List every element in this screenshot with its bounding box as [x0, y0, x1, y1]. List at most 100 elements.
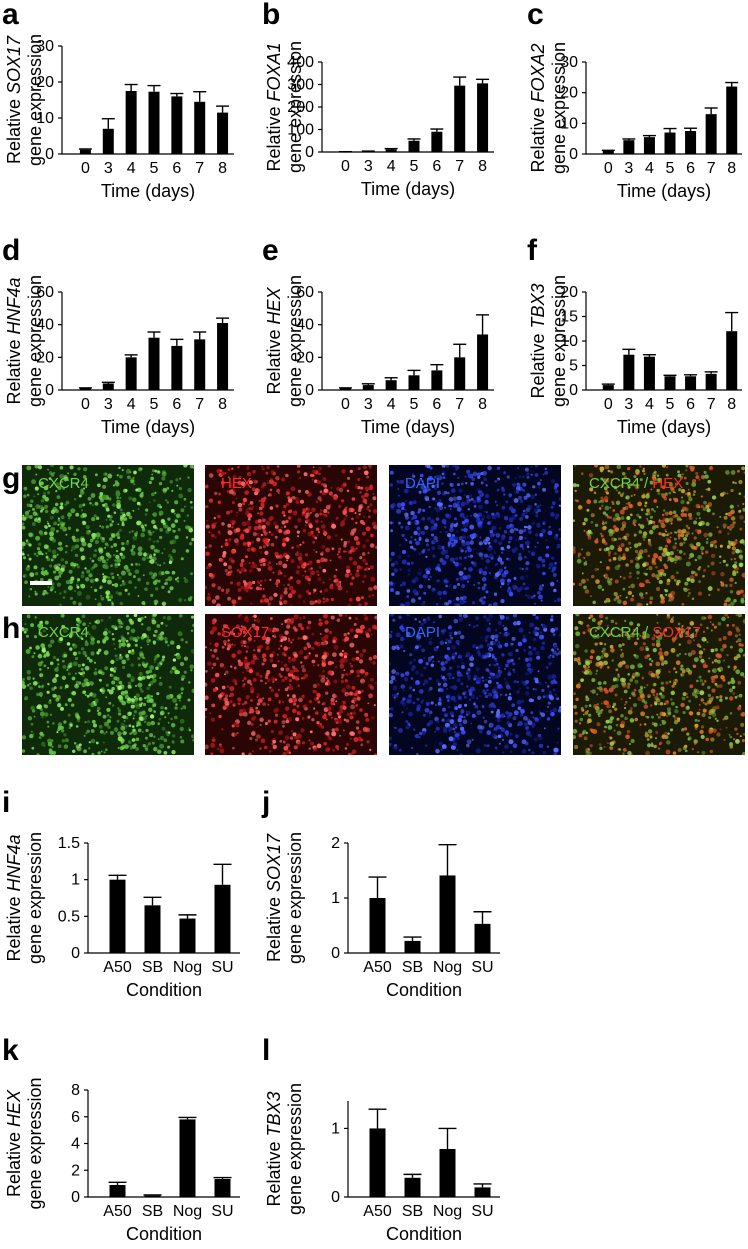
cell-dot	[536, 563, 541, 569]
cell-dot	[119, 601, 124, 606]
cell-dot	[396, 646, 400, 651]
x-tick-label: SB	[402, 1203, 423, 1220]
cell-dot	[43, 664, 47, 668]
cell-dot	[265, 471, 269, 475]
cell-dot	[450, 535, 456, 541]
cell-dot	[99, 495, 102, 498]
cell-dot	[522, 634, 526, 639]
cell-dot	[502, 624, 505, 627]
cell-dot	[434, 499, 438, 503]
cell-dot	[597, 568, 599, 571]
cell-dot	[242, 671, 244, 674]
cell-dot	[41, 567, 45, 571]
cell-dot	[512, 670, 516, 674]
cell-dot	[105, 518, 108, 521]
cell-dot	[528, 698, 533, 703]
cell-dot	[396, 502, 402, 508]
x-tick-label: 5	[150, 160, 159, 177]
cell-dot	[134, 534, 138, 537]
cell-dot	[231, 501, 235, 505]
cell-dot	[389, 584, 392, 588]
cell-dot	[26, 676, 31, 681]
cell-dot	[171, 539, 177, 544]
cell-dot	[290, 559, 295, 564]
cell-dot	[284, 587, 288, 591]
cell-dot	[34, 616, 38, 620]
cell-dot	[348, 616, 352, 620]
cell-dot	[255, 710, 259, 713]
cell-dot	[321, 544, 326, 549]
cell-dot	[665, 473, 669, 477]
panel-letter-k: k	[2, 1034, 19, 1067]
cell-dot	[337, 550, 341, 554]
cell-dot	[252, 506, 254, 509]
cell-dot	[183, 707, 187, 710]
bar-3	[102, 128, 114, 154]
cell-dot	[110, 659, 115, 665]
cell-dot	[373, 525, 377, 530]
micrograph-label-part: CXCR4	[38, 624, 89, 641]
cell-dot	[669, 531, 673, 535]
cell-dot	[112, 484, 116, 487]
cell-dot	[480, 725, 485, 730]
cell-dot	[537, 591, 541, 595]
cell-dot	[304, 563, 307, 567]
cell-dot	[155, 666, 159, 670]
cell-dot	[610, 478, 613, 481]
cell-dot	[249, 485, 253, 488]
cell-dot	[273, 592, 278, 598]
cell-dot	[115, 591, 119, 595]
cell-dot	[227, 596, 232, 601]
cell-dot	[582, 522, 586, 526]
cell-dot	[55, 489, 58, 493]
y-tick-label: 20	[296, 349, 314, 366]
cell-dot	[743, 520, 745, 523]
cell-dot	[417, 508, 422, 512]
cell-dot	[609, 470, 613, 473]
cell-dot	[457, 583, 460, 586]
cell-dot	[270, 688, 275, 693]
cell-dot	[362, 544, 367, 549]
cell-dot	[558, 537, 561, 541]
cell-dot	[345, 693, 349, 696]
cell-dot	[292, 510, 298, 516]
cell-dot	[102, 484, 107, 489]
cell-dot	[338, 487, 344, 493]
cell-dot	[498, 646, 501, 649]
cell-dot	[90, 567, 94, 571]
cell-dot	[273, 708, 278, 714]
cell-dot	[589, 595, 593, 598]
cell-dot	[150, 476, 154, 481]
cell-dot	[120, 686, 125, 690]
cell-dot	[408, 686, 413, 690]
cell-dot	[258, 558, 263, 564]
cell-dot	[619, 575, 622, 578]
cell-dot	[243, 683, 246, 686]
cell-dot	[669, 550, 674, 556]
cell-dot	[61, 675, 66, 680]
cell-dot	[317, 723, 323, 728]
cell-dot	[507, 664, 510, 666]
cell-dot	[114, 562, 118, 566]
cell-dot	[533, 594, 536, 597]
cell-dot	[482, 570, 488, 576]
cell-dot	[308, 582, 311, 585]
y-axis-label: Relative HEX gene expression	[264, 275, 305, 407]
cell-dot	[519, 567, 522, 570]
cell-dot	[327, 511, 330, 514]
cell-dot	[402, 689, 405, 692]
cell-dot	[157, 722, 160, 725]
cell-dot	[491, 512, 495, 516]
cell-dot	[363, 616, 369, 621]
cell-dot	[601, 538, 606, 542]
cell-dot	[257, 518, 262, 523]
cell-dot	[400, 684, 406, 689]
cell-dot	[370, 677, 374, 682]
x-tick-label: 7	[455, 396, 464, 413]
cell-dot	[36, 554, 39, 558]
cell-dot	[205, 707, 208, 711]
cell-dot	[556, 697, 559, 701]
cell-dot	[356, 674, 360, 678]
cell-dot	[250, 723, 254, 726]
cell-dot	[532, 637, 537, 642]
